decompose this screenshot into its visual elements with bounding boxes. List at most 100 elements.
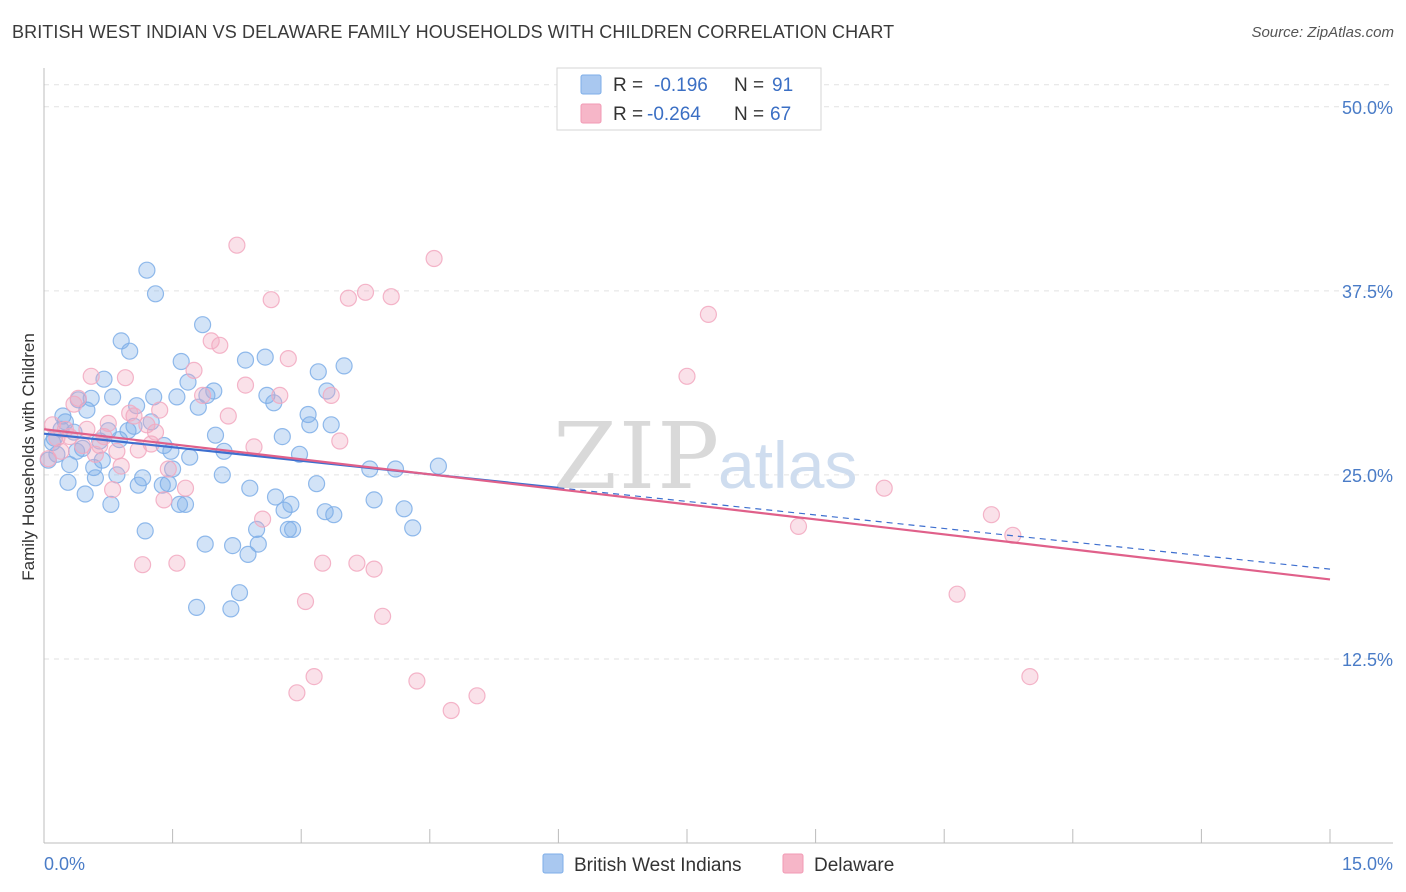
data-point [248,520,266,539]
data-point [331,432,349,450]
trend-line-dashed [558,487,1331,570]
data-point [146,285,165,303]
data-point [164,460,182,478]
stats-legend: R = -0.196 N = 91 R = -0.264 N = 67 [556,67,822,131]
data-point [103,388,122,406]
data-point [196,535,214,553]
data-point [61,456,79,474]
stats-r-value-2: -0.264 [647,104,701,125]
data-point [266,488,285,506]
series-delaware [39,236,1039,720]
data-point [230,584,249,602]
stats-r-label-1: R = [613,75,643,96]
legend-swatch-british-west-indians [542,853,564,874]
data-point [228,236,246,254]
axes [43,68,1393,844]
data-point [188,598,206,617]
data-point [468,687,486,705]
trend-lines [43,428,1331,581]
data-point [146,423,165,441]
data-point [159,460,177,478]
y-tick-labels: 12.5% 25.0% 37.5% 50.0% [1342,98,1393,670]
data-point [82,367,100,385]
data-point [256,348,274,366]
data-point [95,370,113,388]
data-point [678,367,696,385]
data-point [309,363,327,381]
watermark-zip: ZIP [553,403,721,510]
data-point [325,506,343,524]
data-point [153,476,171,494]
data-point [239,545,257,564]
x-tick-label-min: 0.0% [44,854,85,874]
data-point [76,485,94,503]
data-point [348,554,366,572]
data-point [119,422,137,440]
x-tick-label-max: 15.0% [1342,854,1393,874]
data-point [275,501,293,519]
data-point [262,291,280,309]
data-point [374,607,392,625]
data-point [356,283,375,301]
stats-r-label-2: R = [613,104,643,125]
series-legend: British West Indians Delaware [542,853,894,876]
data-point [875,479,893,497]
data-point [138,261,156,279]
data-point [168,388,186,406]
data-point [52,442,70,460]
data-point [134,556,152,574]
data-point [249,535,267,553]
data-point [91,436,109,455]
stats-r-value-1: -0.196 [654,75,708,96]
data-point [112,457,130,475]
data-point [69,389,87,407]
data-point [181,448,199,466]
data-point [299,405,317,424]
data-point [273,428,291,446]
data-point [222,600,240,618]
data-point [279,350,297,368]
data-point [151,401,169,419]
grid-lines [44,84,1393,660]
data-point [202,332,220,350]
data-point [271,386,289,404]
data-point [241,479,259,497]
data-point [93,451,111,469]
trend-line-solid [43,428,1331,581]
legend-label-british-west-indians: British West Indians [574,855,742,876]
data-point [205,382,223,400]
data-point [308,475,326,493]
data-point [176,479,195,497]
data-point [170,495,189,513]
y-tick-label: 37.5% [1342,282,1393,302]
data-point [288,684,306,702]
data-point [86,445,105,463]
data-point [335,357,353,375]
data-point [211,336,229,354]
stats-n-label-1: N = [734,75,764,96]
data-point [102,495,120,513]
data-point [82,389,100,407]
data-point [59,473,77,491]
data-point [194,316,212,334]
data-point [254,510,272,528]
data-point [699,305,718,323]
data-point [185,361,203,379]
data-point [789,517,808,536]
data-point [155,491,173,509]
data-point [395,500,413,518]
data-point [425,249,443,268]
data-point [408,672,426,690]
source-label: Source: ZipAtlas.com [1251,24,1394,41]
data-point [284,520,302,539]
watermark-atlas: atlas [718,428,857,502]
data-point [236,376,255,394]
data-point [1021,667,1039,686]
data-point [121,342,139,360]
data-point [224,536,242,555]
data-point [85,458,103,477]
data-point [219,407,237,425]
stats-n-label-2: N = [734,104,764,125]
data-point [365,560,383,578]
